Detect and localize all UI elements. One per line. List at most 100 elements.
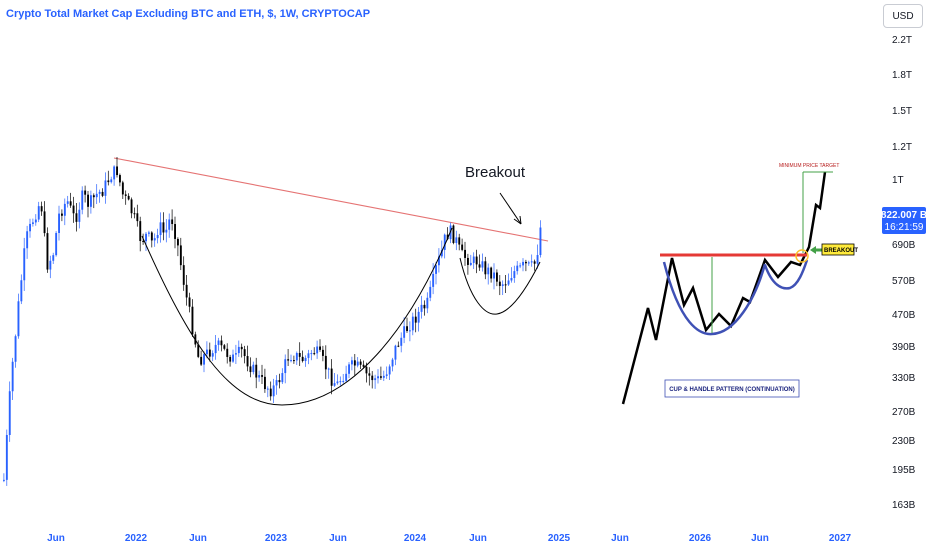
candle-body: [388, 366, 391, 375]
candle-body: [501, 284, 504, 286]
candle-body: [266, 388, 269, 390]
candle-body: [14, 336, 17, 362]
candle-body: [438, 256, 440, 266]
time-tick-label: Jun: [469, 533, 487, 544]
candle-body: [536, 255, 539, 264]
candle-body: [217, 340, 220, 345]
breakout-box: [821, 243, 855, 256]
candle-body: [87, 194, 89, 207]
candle-body: [452, 225, 455, 243]
candle-body: [156, 235, 159, 239]
candle-body: [374, 378, 377, 381]
candle-body: [316, 346, 319, 354]
price-tick-label: 163B: [892, 500, 916, 511]
candle-body: [458, 237, 461, 245]
last-price-value: 822.007 B: [881, 210, 927, 221]
candle-body: [516, 265, 519, 272]
candle-body: [246, 356, 249, 367]
candle-body: [467, 257, 469, 265]
candle-body: [168, 219, 171, 230]
time-tick-label: Jun: [611, 533, 629, 544]
breakout-arrowhead: [513, 215, 522, 225]
candle-body: [200, 356, 203, 365]
candle-body: [159, 222, 162, 236]
currency-selector[interactable]: USD: [883, 4, 923, 28]
candle-body: [23, 248, 26, 281]
candle-body: [214, 344, 217, 354]
candle-body: [443, 234, 446, 250]
candle-body: [72, 205, 75, 214]
price-axis: 2.2T 1.8T 1.5T 1.2T 1T 690B 570B 470B 390B 330B 27…: [892, 35, 916, 511]
candle-body: [293, 360, 295, 362]
candle-body: [52, 255, 55, 261]
candle-body: [5, 434, 8, 480]
countdown-value: 16:21:59: [885, 222, 924, 233]
projection-handle: [763, 259, 809, 290]
candle-body: [319, 346, 321, 350]
candle-body: [411, 316, 414, 331]
breakout-arrow: [499, 192, 522, 225]
candle-body: [240, 346, 243, 350]
candle-body: [496, 272, 498, 282]
time-tick-label: 2024: [404, 533, 427, 544]
candle-body: [104, 180, 107, 196]
candle-body: [464, 249, 466, 258]
candle-body: [371, 375, 374, 381]
candle-body: [507, 280, 510, 285]
candle-body: [423, 304, 426, 309]
candle-body: [148, 232, 150, 234]
candle-body: [40, 206, 43, 212]
candle-body: [417, 311, 420, 323]
candle-body: [287, 359, 290, 361]
candle-body: [513, 271, 516, 279]
candle-body: [37, 206, 40, 220]
candle-body: [95, 193, 98, 198]
candle-body: [182, 265, 185, 285]
candle-body: [472, 256, 475, 263]
candle-body: [252, 364, 255, 373]
time-tick-label: Jun: [189, 533, 207, 544]
candle-body: [461, 244, 464, 250]
candle-body: [530, 261, 533, 263]
candle-body: [527, 262, 530, 264]
candle-body: [295, 352, 298, 361]
candle-body: [243, 349, 246, 357]
candle-body: [385, 374, 388, 376]
candle-body: [237, 346, 240, 354]
candle-body: [284, 359, 287, 374]
candle-body: [336, 381, 339, 384]
candle-body: [90, 195, 92, 207]
pattern-label: CUP & HANDLE PATTERN (CONTINUATION): [669, 387, 795, 393]
candle-body: [63, 203, 66, 216]
candle-body: [255, 364, 258, 378]
projection-path: [621, 171, 827, 405]
time-tick-label: 2023: [265, 533, 288, 544]
candle-body: [177, 238, 179, 246]
candle-body: [110, 179, 113, 183]
candle-body: [81, 190, 84, 210]
candle-body: [211, 353, 214, 357]
candle-body: [78, 209, 81, 222]
candle-body: [493, 272, 495, 279]
candle-body: [301, 356, 304, 362]
candle-body: [34, 219, 37, 223]
candle-body: [145, 233, 147, 242]
candle-body: [220, 340, 223, 346]
candle-body: [66, 201, 69, 204]
resistance-trendline: [113, 157, 549, 242]
candle-body: [377, 376, 379, 379]
projection-cup: [662, 261, 767, 336]
price-tick-label: 1.8T: [892, 70, 912, 81]
candle-body: [174, 224, 176, 239]
candle-body: [258, 375, 261, 378]
candle-body: [290, 360, 292, 362]
candle-body: [310, 353, 313, 355]
candle-body: [142, 241, 145, 243]
candle-body: [391, 359, 394, 367]
time-tick-label: Jun: [329, 533, 347, 544]
candle-body: [46, 233, 49, 270]
candle-body: [124, 194, 127, 196]
candle-body: [229, 356, 232, 362]
candle-body: [249, 366, 252, 373]
